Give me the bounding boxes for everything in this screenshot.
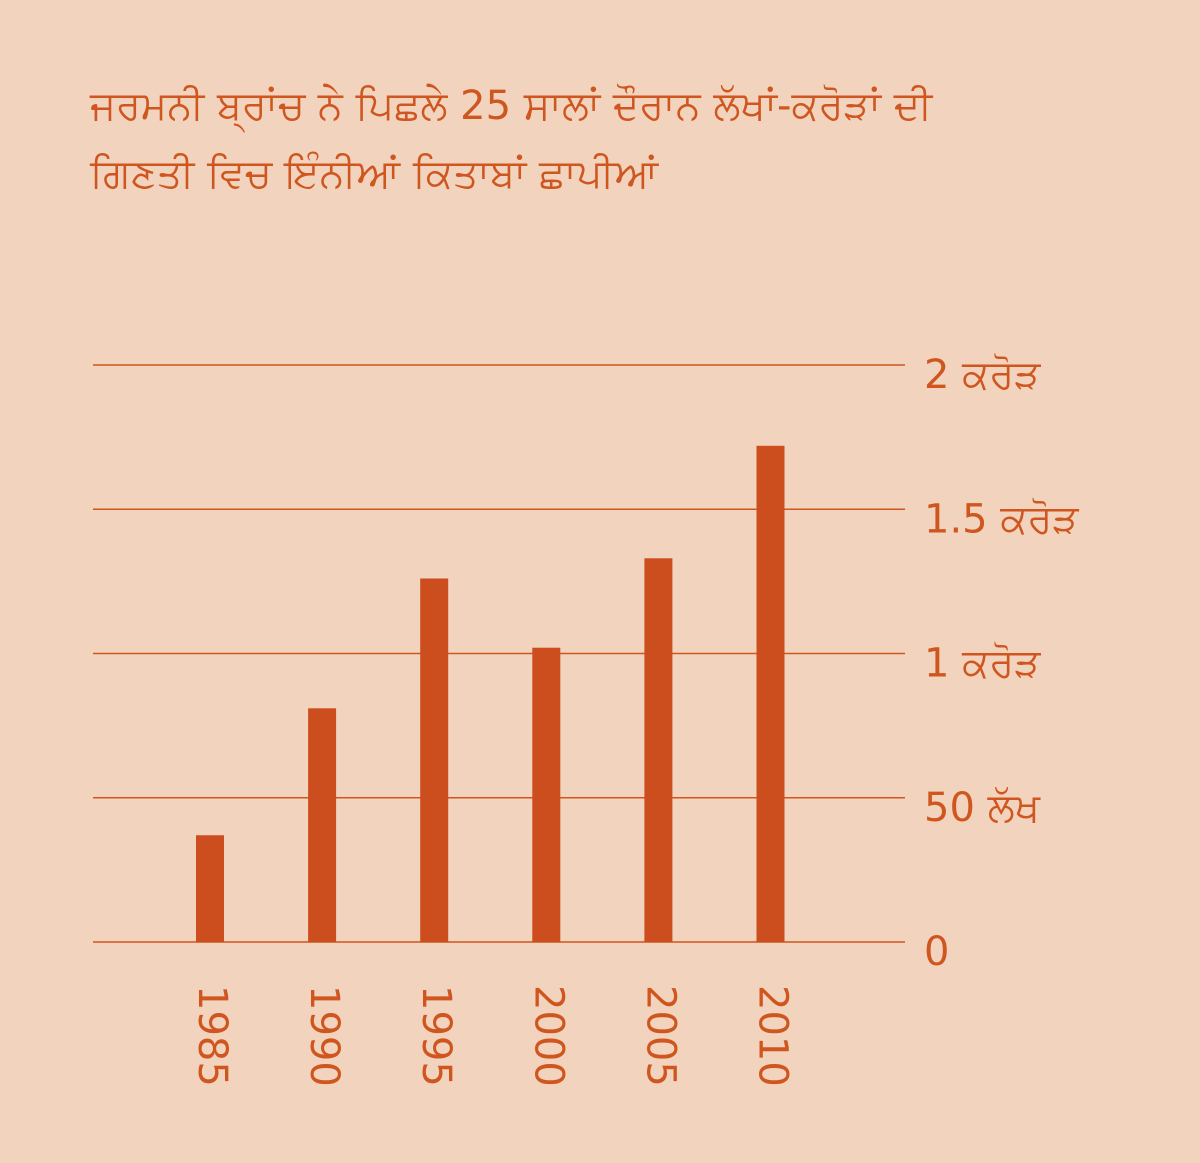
x-tick-label: 2000 <box>525 985 571 1087</box>
x-tick-label: 1985 <box>189 985 235 1087</box>
y-tick-label: 2 ਕਰੋੜ <box>924 352 1041 398</box>
chart-title: ਜਰਮਨੀ ਬ੍ਰਾਂਚ ਨੇ ਪਿਛਲੇ 25 ਸਾਲਾਂ ਦੌਰਾਨ ਲੱਖ… <box>90 83 933 197</box>
bar <box>420 578 449 942</box>
x-tick-label: 2005 <box>637 985 683 1087</box>
y-tick-label: 1 ਕਰੋੜ <box>924 641 1041 687</box>
x-tick-label: 1995 <box>413 985 459 1087</box>
bar <box>644 558 673 942</box>
bar <box>756 445 785 942</box>
x-tick-label: 1990 <box>301 985 347 1087</box>
x-tick-label: 2010 <box>750 985 796 1087</box>
bar <box>308 708 337 942</box>
y-tick-label: 50 ਲੱਖ <box>924 785 1041 831</box>
y-tick-label: 1.5 ਕਰੋੜ <box>924 496 1079 542</box>
bar <box>196 835 224 942</box>
bar <box>532 647 561 942</box>
y-tick-label: 0 <box>924 929 949 975</box>
